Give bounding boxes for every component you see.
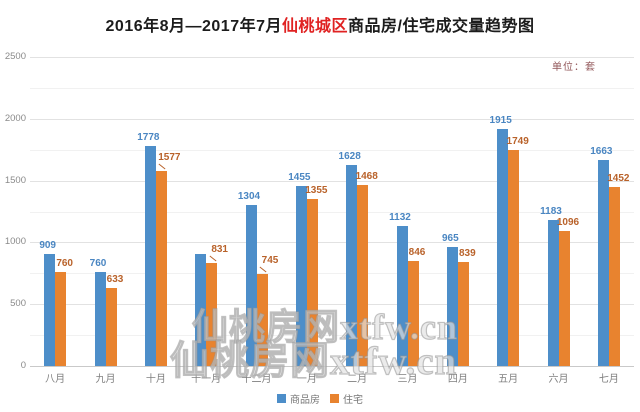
unit-label: 单位：套 bbox=[552, 62, 596, 73]
bar-zhuzhai bbox=[608, 186, 620, 366]
bar-shangpinfang bbox=[295, 186, 307, 366]
bar-zhuzhai bbox=[155, 171, 167, 366]
bar-shangpinfang bbox=[497, 129, 509, 366]
gridline bbox=[30, 118, 634, 120]
x-axis-tick-label: 三月 bbox=[397, 374, 418, 385]
x-axis-tick-label: 六月 bbox=[548, 374, 569, 385]
gridline bbox=[30, 242, 634, 244]
y-axis-tick-label: 2000 bbox=[4, 112, 26, 124]
x-axis-tick-label: 五月 bbox=[498, 374, 519, 385]
gridline bbox=[30, 273, 634, 275]
x-axis-tick-label: 十月 bbox=[145, 374, 166, 385]
bar-shangpinfang bbox=[597, 160, 609, 366]
y-axis-tick-label: 1000 bbox=[4, 236, 26, 248]
bar-value-label-zhuzhai: 1468 bbox=[355, 170, 378, 182]
bar-shangpinfang bbox=[346, 164, 358, 366]
bar-zhuzhai bbox=[306, 198, 318, 366]
legend-item-住宅: 住宅 bbox=[330, 391, 363, 406]
bar-value-label-shangpinfang: 965 bbox=[441, 232, 459, 244]
label-leader-line bbox=[209, 255, 217, 262]
x-axis-tick-label: 七月 bbox=[598, 374, 619, 385]
label-leader-line bbox=[259, 266, 267, 273]
bar-value-label-shangpinfang: 1183 bbox=[540, 205, 562, 217]
bar-value-label-shangpinfang: 1663 bbox=[590, 146, 613, 158]
legend-label: 商品房 bbox=[290, 395, 320, 406]
chart-title-suffix: 商品房/住宅成交量趋势图 bbox=[348, 18, 535, 35]
gridline bbox=[30, 149, 634, 151]
gridline bbox=[30, 180, 634, 182]
bar-shangpinfang bbox=[547, 219, 559, 366]
y-axis-tick-label: 1500 bbox=[4, 174, 26, 186]
x-axis-tick-label: 九月 bbox=[95, 374, 116, 385]
bar-value-label-shangpinfang: 1455 bbox=[288, 172, 311, 184]
x-axis-tick-label: 二月 bbox=[347, 374, 368, 385]
gridline bbox=[30, 211, 634, 213]
y-axis-tick-label: 2500 bbox=[4, 51, 26, 62]
x-axis-tick-label: 一月 bbox=[296, 374, 317, 385]
gridline bbox=[30, 87, 634, 89]
legend-swatch-icon bbox=[330, 394, 339, 403]
x-axis-tick-label: 十一月 bbox=[191, 374, 222, 385]
gridline bbox=[30, 366, 634, 367]
bar-value-label-zhuzhai: 745 bbox=[261, 254, 279, 266]
bar-zhuzhai bbox=[407, 261, 419, 366]
bar-value-label-zhuzhai: 1355 bbox=[305, 184, 328, 196]
bar-value-label-shangpinfang: 1915 bbox=[489, 115, 512, 127]
bar-value-label-zhuzhai: 1452 bbox=[607, 172, 630, 184]
bar-value-label-shangpinfang: 760 bbox=[89, 258, 107, 270]
bar-value-label-shangpinfang: 1778 bbox=[137, 132, 160, 144]
bar-zhuzhai bbox=[357, 184, 369, 366]
bar-shangpinfang bbox=[446, 246, 458, 366]
bar-value-label-zhuzhai: 839 bbox=[458, 248, 476, 260]
bar-value-label-zhuzhai: 1096 bbox=[556, 216, 580, 228]
bar-shangpinfang bbox=[245, 204, 257, 366]
bar-shangpinfang bbox=[144, 146, 156, 366]
bar-shangpinfang bbox=[44, 253, 56, 366]
gridline bbox=[30, 304, 634, 306]
legend-swatch-icon bbox=[277, 394, 286, 403]
bar-value-label-shangpinfang: 1304 bbox=[237, 190, 261, 202]
legend-item-商品房: 商品房 bbox=[277, 391, 320, 406]
bar-shangpinfang bbox=[396, 226, 408, 366]
bar-zhuzhai bbox=[55, 272, 67, 366]
bar-value-label-shangpinfang: 1132 bbox=[389, 212, 411, 224]
y-axis-tick-label: 500 bbox=[10, 298, 26, 310]
bar-value-label-zhuzhai: 1577 bbox=[158, 152, 181, 164]
chart-title: 2016年8月—2017年7月仙桃城区商品房/住宅成交量趋势图 bbox=[0, 12, 640, 36]
bar-value-label-zhuzhai: 633 bbox=[106, 273, 124, 285]
legend-label: 住宅 bbox=[343, 395, 363, 406]
bar-zhuzhai bbox=[457, 262, 469, 366]
bar-value-label-zhuzhai: 1749 bbox=[506, 135, 529, 147]
chart-title-prefix: 2016年8月—2017年7月 bbox=[105, 18, 283, 35]
bar-zhuzhai bbox=[256, 273, 268, 366]
bar-shangpinfang bbox=[195, 254, 207, 366]
label-leader-line bbox=[158, 163, 166, 170]
bar-value-label-zhuzhai: 760 bbox=[56, 258, 73, 270]
bar-zhuzhai bbox=[105, 287, 117, 366]
x-axis-tick-label: 八月 bbox=[45, 374, 66, 385]
x-axis-tick-label: 十二月 bbox=[241, 374, 272, 385]
bar-value-label-shangpinfang: 1628 bbox=[338, 150, 361, 162]
bar-value-label-shangpinfang: 909 bbox=[39, 239, 56, 251]
bar-value-label-zhuzhai: 831 bbox=[211, 244, 228, 256]
gridline bbox=[30, 335, 634, 337]
bar-zhuzhai bbox=[206, 263, 218, 366]
chart-title-highlight: 仙桃城区 bbox=[282, 18, 349, 35]
y-axis-tick-label: 0 bbox=[20, 360, 26, 371]
x-axis-tick-label: 四月 bbox=[447, 374, 468, 385]
gridline bbox=[30, 57, 634, 58]
bar-zhuzhai bbox=[558, 230, 570, 366]
bar-value-label-zhuzhai: 846 bbox=[408, 247, 426, 259]
chart-legend: 商品房 住宅 bbox=[0, 391, 640, 406]
bar-zhuzhai bbox=[508, 149, 520, 366]
bar-shangpinfang bbox=[94, 272, 106, 366]
